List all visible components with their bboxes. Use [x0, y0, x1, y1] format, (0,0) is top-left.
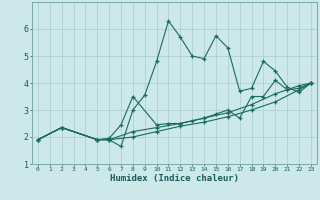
X-axis label: Humidex (Indice chaleur): Humidex (Indice chaleur): [110, 174, 239, 183]
